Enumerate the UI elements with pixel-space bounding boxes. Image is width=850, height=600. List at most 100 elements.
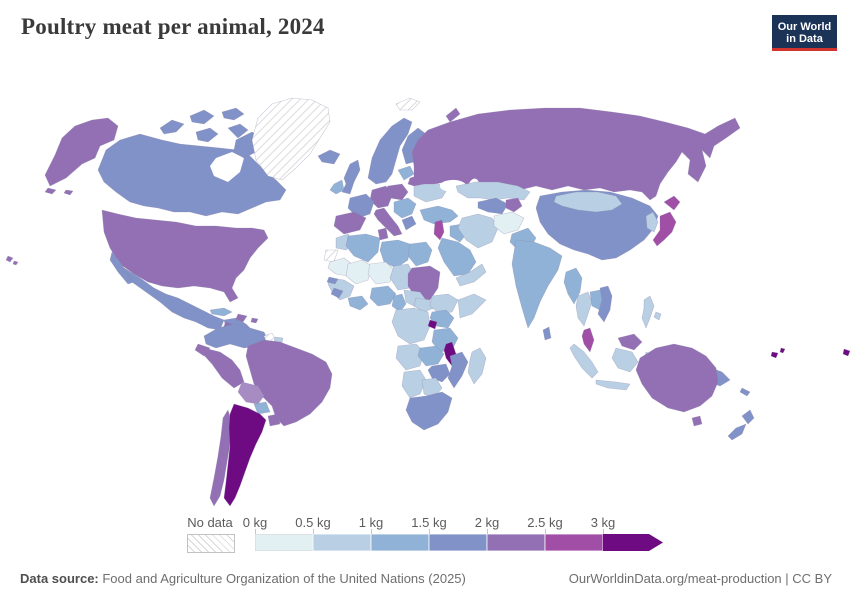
region-korea[interactable] <box>645 211 659 233</box>
country-saudi-arabia[interactable] <box>437 237 477 277</box>
country-usa[interactable] <box>101 209 269 303</box>
country-usa-alaska[interactable] <box>44 117 119 196</box>
region-levant[interactable] <box>433 219 445 241</box>
owid-logo[interactable]: Our World in Data <box>772 15 837 51</box>
legend-bin-0-0.5[interactable] <box>255 534 314 551</box>
country-guinea[interactable] <box>330 287 344 299</box>
country-new-caledonia[interactable] <box>739 387 751 397</box>
country-rwanda[interactable] <box>427 319 438 330</box>
country-japan[interactable] <box>652 195 681 247</box>
country-angola[interactable] <box>395 343 425 371</box>
country-ireland[interactable] <box>329 179 345 195</box>
country-south-africa[interactable] <box>405 391 453 431</box>
data-source-text: Data source: Food and Agriculture Organi… <box>20 571 466 586</box>
country-india[interactable] <box>511 239 563 329</box>
country-algeria[interactable] <box>345 233 381 263</box>
data-source-value: Food and Agriculture Organization of the… <box>98 571 466 586</box>
country-dr-congo[interactable] <box>391 307 431 345</box>
country-australia[interactable] <box>635 343 719 427</box>
country-argentina[interactable] <box>223 403 267 507</box>
legend-color-bar[interactable] <box>255 534 665 551</box>
legend-no-data-swatch[interactable] <box>187 534 235 553</box>
country-ethiopia[interactable] <box>429 293 459 315</box>
legend-tick-2: 1 kg <box>358 515 384 530</box>
credit-link[interactable]: OurWorldinData.org/meat-production | CC … <box>568 571 832 586</box>
country-afghanistan[interactable] <box>493 211 525 235</box>
country-niger[interactable] <box>367 261 395 285</box>
country-paraguay[interactable] <box>253 401 271 415</box>
country-canada[interactable] <box>97 133 287 217</box>
country-myanmar[interactable] <box>563 267 583 305</box>
region-iberia[interactable] <box>333 211 367 235</box>
legend-tickmark <box>487 529 488 534</box>
country-madagascar[interactable] <box>467 347 487 385</box>
country-indonesia[interactable] <box>569 343 691 391</box>
novaya-zemlya[interactable] <box>445 107 461 123</box>
country-greece[interactable] <box>401 215 417 231</box>
country-fiji[interactable] <box>770 347 850 359</box>
country-sri-lanka[interactable] <box>542 326 552 341</box>
country-philippines[interactable] <box>641 295 662 329</box>
legend-tick-1: 0.5 kg <box>295 515 331 530</box>
country-somalia[interactable] <box>457 293 487 319</box>
country-nigeria[interactable] <box>369 285 397 307</box>
country-italy[interactable] <box>373 207 403 237</box>
region-hispaniola[interactable] <box>235 313 259 324</box>
legend-bin-1-1.5[interactable] <box>370 534 430 551</box>
legend-bin-1.5-2[interactable] <box>428 534 488 551</box>
region-yemen-oman[interactable] <box>455 263 487 287</box>
svalbard-nodata[interactable] <box>395 97 421 111</box>
country-mongolia[interactable] <box>553 191 623 213</box>
country-brazil[interactable] <box>245 339 333 427</box>
country-tajikistan[interactable] <box>505 197 523 213</box>
country-malaysia-peninsular[interactable] <box>581 327 595 353</box>
country-egypt[interactable] <box>407 241 433 267</box>
hawaii[interactable] <box>5 255 19 266</box>
country-iran[interactable] <box>457 213 499 249</box>
world-map[interactable] <box>0 85 850 510</box>
legend-tickmark <box>371 529 372 534</box>
legend-bin-2-2.5[interactable] <box>486 534 546 551</box>
country-libya[interactable] <box>379 239 411 269</box>
country-cameroon[interactable] <box>391 293 407 313</box>
legend-tick-0: 0 kg <box>242 515 268 530</box>
country-greenland-nodata[interactable] <box>251 97 331 181</box>
country-united-kingdom[interactable] <box>341 159 361 195</box>
legend-tick-3: 1.5 kg <box>411 515 447 530</box>
great-lakes <box>222 216 248 224</box>
country-new-zealand[interactable] <box>727 409 755 441</box>
legend-bin-3plus-arrow[interactable] <box>603 534 663 551</box>
legend-tickmark <box>313 529 314 534</box>
legend-bin-2.5-3[interactable] <box>544 534 604 551</box>
country-zambia[interactable] <box>417 345 445 367</box>
region-ghana-ivory-coast[interactable] <box>347 295 369 311</box>
country-malaysia-borneo[interactable] <box>617 333 643 351</box>
country-zimbabwe[interactable] <box>427 363 451 383</box>
country-vietnam[interactable] <box>597 285 613 323</box>
country-senegal[interactable] <box>326 276 339 285</box>
country-peru[interactable] <box>202 347 245 389</box>
region-scandinavia[interactable] <box>367 117 413 185</box>
country-south-sudan[interactable] <box>413 297 435 313</box>
legend-no-data-label: No data <box>187 515 233 530</box>
country-cuba[interactable] <box>209 307 233 317</box>
country-namibia[interactable] <box>401 369 427 399</box>
legend-tickmark <box>429 529 430 534</box>
canadian-arctic-islands[interactable] <box>159 107 263 159</box>
country-turkey[interactable] <box>419 205 459 225</box>
legend-tick-6: 3 kg <box>590 515 616 530</box>
country-china[interactable] <box>535 189 659 261</box>
country-thailand[interactable] <box>575 291 593 327</box>
legend-tickmark <box>545 529 546 534</box>
legend-tick-4: 2 kg <box>474 515 500 530</box>
country-france[interactable] <box>347 193 375 219</box>
region-central-asia[interactable] <box>477 197 509 215</box>
country-uruguay[interactable] <box>267 413 281 427</box>
country-tunisia[interactable] <box>377 227 389 241</box>
country-mexico[interactable] <box>109 251 225 331</box>
country-mali[interactable] <box>345 259 373 285</box>
country-mozambique[interactable] <box>447 351 469 389</box>
region-balkans[interactable] <box>393 197 417 219</box>
legend-bin-0.5-1[interactable] <box>312 534 372 551</box>
country-iceland[interactable] <box>317 149 341 165</box>
